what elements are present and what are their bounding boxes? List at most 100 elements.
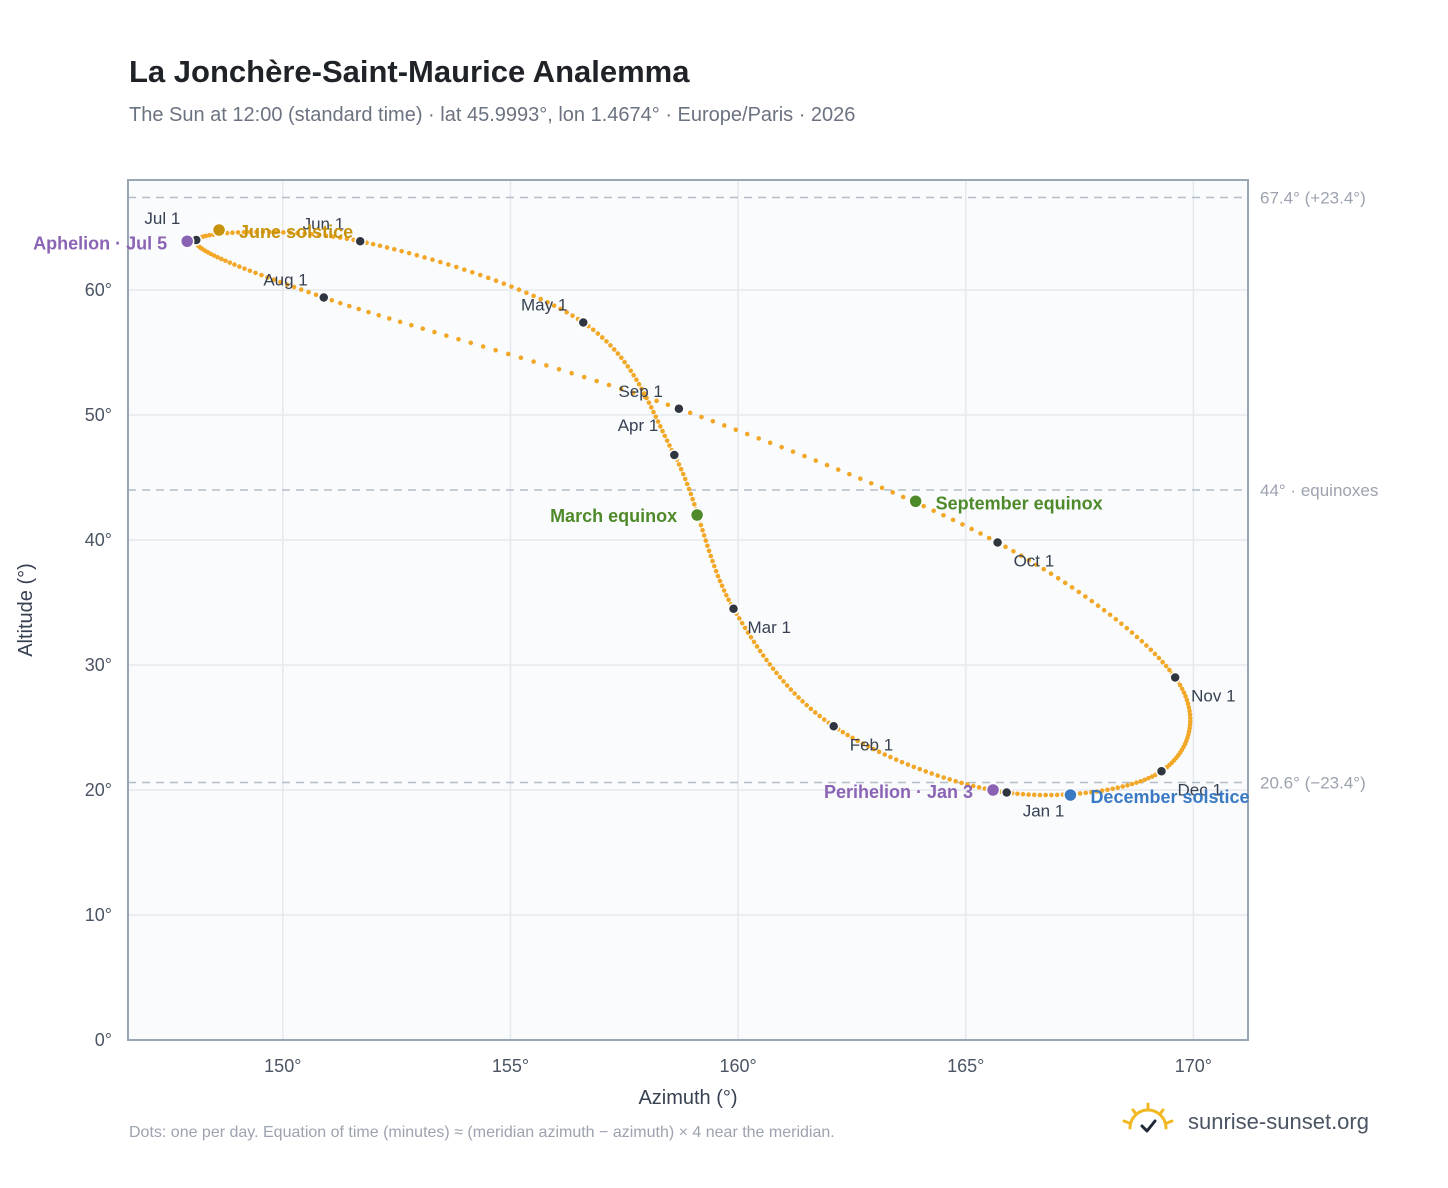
brand[interactable]: sunrise-sunset.org	[1120, 1102, 1369, 1142]
x-axis-title: Azimuth (°)	[638, 1087, 737, 1109]
day-dot	[446, 262, 451, 267]
day-dot	[1186, 705, 1192, 710]
day-dot	[615, 351, 621, 356]
y-tick-label: 40°	[85, 530, 112, 550]
day-dot	[384, 245, 390, 250]
day-dot	[1105, 787, 1110, 793]
month-marker	[577, 316, 590, 329]
day-dot	[391, 246, 397, 252]
day-dot	[705, 543, 710, 549]
day-dot	[929, 771, 935, 776]
day-dot	[344, 236, 350, 242]
day-dot	[1043, 792, 1048, 798]
day-dot	[1099, 788, 1105, 793]
day-dot	[1026, 557, 1032, 563]
day-dot	[1034, 562, 1039, 567]
day-dot	[1124, 625, 1130, 631]
day-dot	[667, 443, 672, 448]
day-dot	[399, 248, 404, 254]
day-dot	[1183, 694, 1188, 699]
day-dot	[876, 749, 882, 755]
day-dot	[722, 423, 727, 428]
day-dot	[824, 462, 830, 468]
day-dot	[438, 259, 443, 265]
event-label: September equinox	[936, 493, 1103, 513]
day-dot	[804, 702, 809, 708]
day-dot	[1095, 603, 1101, 608]
day-dot	[278, 279, 283, 285]
day-dot	[900, 494, 906, 500]
y-tick-label: 0°	[95, 1030, 112, 1050]
day-dot	[1110, 786, 1115, 792]
day-dot	[781, 679, 786, 684]
day-dot	[1134, 780, 1139, 785]
day-dot	[323, 233, 329, 239]
day-dot	[646, 400, 652, 405]
day-dot	[356, 306, 362, 312]
day-dot	[760, 653, 766, 658]
day-dot	[295, 230, 300, 236]
month-label: Jun 1	[303, 214, 345, 233]
x-tick-label: 170°	[1175, 1056, 1212, 1076]
day-dot	[456, 336, 461, 342]
day-dot	[744, 431, 750, 437]
day-dot	[1062, 580, 1068, 586]
day-dot	[414, 252, 420, 258]
day-dot	[726, 597, 731, 603]
day-dot	[1069, 585, 1075, 590]
brand-name: sunrise-sunset.org	[1188, 1109, 1369, 1134]
day-dot	[1031, 792, 1037, 798]
day-dot	[717, 578, 723, 584]
day-dot	[1011, 548, 1016, 554]
sun-check-icon	[1122, 1102, 1174, 1133]
event-marker	[1063, 787, 1078, 803]
day-dot	[855, 738, 860, 744]
day-dot	[509, 284, 514, 289]
event-label: June solstice	[239, 222, 353, 242]
day-dot	[538, 296, 543, 302]
day-dot	[1187, 715, 1193, 721]
day-dot	[699, 414, 704, 420]
day-dot	[662, 433, 668, 439]
day-dot	[899, 759, 905, 765]
day-dot	[493, 278, 499, 284]
day-dot	[1187, 708, 1192, 714]
day-dot	[386, 316, 392, 321]
day-dot	[313, 292, 319, 298]
day-dot	[406, 250, 412, 256]
day-dot	[710, 558, 715, 564]
y-tick-label: 60°	[85, 280, 112, 300]
day-dot	[570, 313, 575, 318]
day-dot	[721, 588, 727, 593]
month-label: Feb 1	[850, 735, 893, 754]
day-dot	[653, 414, 659, 420]
day-dot	[1139, 638, 1145, 644]
day-dot	[845, 732, 850, 738]
day-dot	[1152, 651, 1158, 657]
y-axis-title: Altitude (°)	[15, 563, 37, 657]
day-dot	[1129, 630, 1135, 635]
day-dot	[253, 270, 258, 276]
day-dot	[468, 340, 474, 346]
day-dot	[756, 436, 761, 441]
day-dot	[377, 243, 383, 249]
day-dot	[274, 229, 279, 235]
day-dot	[1120, 784, 1125, 789]
day-dot	[611, 347, 617, 352]
day-dot	[1185, 701, 1191, 707]
day-dot	[271, 277, 277, 283]
y-tick-label: 50°	[85, 405, 112, 425]
month-marker	[1155, 765, 1168, 777]
day-dot	[211, 253, 217, 258]
day-dot	[223, 258, 228, 264]
day-dot	[628, 368, 634, 374]
day-dot	[594, 378, 599, 384]
day-dot	[544, 363, 549, 368]
day-dot	[1083, 790, 1089, 796]
day-dot	[1148, 647, 1154, 653]
day-dot	[630, 390, 636, 396]
day-dot	[742, 625, 748, 631]
month-label: Sep 1	[618, 382, 662, 401]
day-dot	[284, 282, 290, 287]
day-dot	[960, 522, 965, 527]
